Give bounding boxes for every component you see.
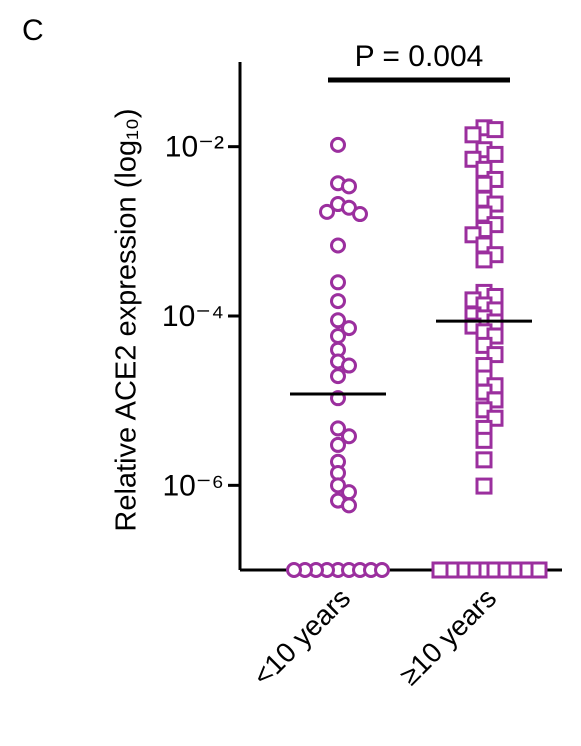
data-point xyxy=(330,136,346,153)
data-point xyxy=(374,562,390,578)
data-point xyxy=(486,145,504,163)
data-point xyxy=(341,357,357,374)
data-point xyxy=(330,328,346,345)
data-point xyxy=(341,497,357,514)
data-point xyxy=(330,436,346,453)
data-point xyxy=(464,126,482,144)
data-point xyxy=(475,431,493,449)
data-point xyxy=(330,420,346,437)
data-point xyxy=(341,428,357,445)
y-tick-label: 10⁻⁴ xyxy=(162,300,224,333)
data-point xyxy=(431,561,449,579)
data-point xyxy=(475,175,493,193)
data-point xyxy=(319,203,335,220)
data-point xyxy=(330,477,346,494)
data-point xyxy=(475,477,493,495)
data-point xyxy=(330,274,346,291)
x-tick-label: ≥10 years xyxy=(394,582,503,691)
y-tick-label: 10⁻² xyxy=(165,131,224,164)
data-point xyxy=(286,562,302,578)
data-point xyxy=(341,178,357,195)
panel-label: C xyxy=(22,14,44,47)
data-point xyxy=(330,312,346,329)
data-point xyxy=(475,451,493,469)
x-tick-label: <10 years xyxy=(247,582,356,691)
data-point xyxy=(530,561,548,579)
p-value: P = 0.004 xyxy=(355,40,484,73)
y-tick-label: 10⁻⁶ xyxy=(162,469,224,502)
data-point xyxy=(341,320,357,337)
data-point xyxy=(330,368,346,385)
data-point xyxy=(352,206,368,223)
data-point xyxy=(330,293,346,310)
data-point xyxy=(475,251,493,269)
data-point xyxy=(330,237,346,254)
y-axis-label: Relative ACE2 expression (log₁₀) xyxy=(111,108,143,531)
data-point xyxy=(486,121,504,139)
